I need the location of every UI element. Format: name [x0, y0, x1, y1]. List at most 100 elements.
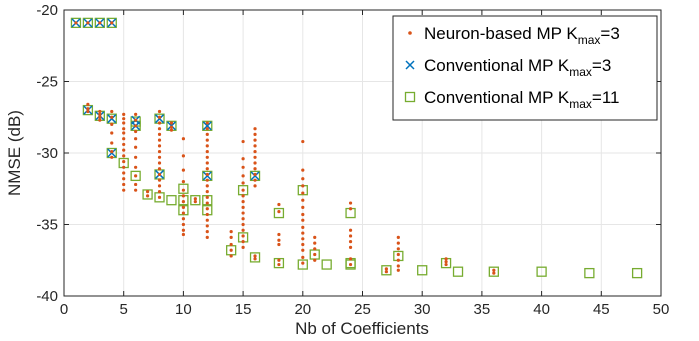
legend-text-subscript: max	[569, 65, 592, 79]
neuron-mp-k3-point	[86, 102, 90, 106]
neuron-mp-k3-point	[157, 121, 162, 125]
neuron-mp-k3-point	[241, 217, 245, 221]
legend-text-suffix: =11	[592, 88, 620, 107]
neuron-mp-k3-point	[241, 174, 245, 178]
neuron-mp-k3-point	[253, 167, 257, 171]
neuron-mp-k3-point	[241, 245, 245, 249]
neuron-mp-k3-point	[301, 212, 305, 217]
neuron-mp-k3-point	[277, 210, 281, 214]
x-tick-label: 45	[593, 301, 610, 318]
neuron-mp-k3-point	[348, 201, 353, 205]
conventional-mp-k11-point	[297, 259, 308, 270]
neuron-mp-k3-point	[157, 172, 162, 177]
neuron-mp-k3-point	[205, 127, 209, 131]
neuron-mp-k3-point	[241, 165, 245, 169]
conventional-mp-k11-point	[94, 17, 105, 29]
neuron-mp-k3-point	[122, 142, 126, 147]
neuron-mp-k3-point	[181, 222, 185, 227]
neuron-mp-k3-point	[205, 121, 209, 125]
legend-text-suffix: =3	[592, 56, 611, 75]
x-tick-label: 40	[533, 301, 550, 318]
conventional-mp-k3-point	[202, 121, 212, 131]
neuron-mp-k3-point	[492, 271, 496, 275]
conventional-mp-k11-point	[536, 266, 547, 277]
neuron-mp-k3-point	[145, 190, 150, 194]
neuron-mp-k3-point	[134, 137, 138, 141]
neuron-mp-k3-point	[122, 148, 126, 152]
neuron-mp-k3-point	[110, 109, 114, 114]
neuron-mp-k3-point	[241, 240, 245, 244]
neuron-mp-k3-point	[396, 241, 400, 245]
neuron-mp-k3-point	[122, 159, 126, 164]
neuron-mp-k3-point	[205, 161, 209, 165]
neuron-mp-k3-point	[181, 168, 185, 172]
neuron-mp-k3-point	[110, 21, 114, 25]
neuron-mp-k3-point	[229, 242, 233, 247]
neuron-mp-k3-point	[98, 115, 102, 119]
neuron-mp-k3-point	[229, 254, 233, 258]
x-tick-label: 5	[120, 301, 128, 318]
neuron-mp-k3-point	[313, 252, 317, 257]
neuron-mp-k3-point	[277, 258, 281, 262]
neuron-mp-k3-point	[396, 235, 400, 239]
neuron-mp-k3-point	[396, 268, 400, 272]
neuron-mp-k3-point	[122, 131, 126, 135]
neuron-mp-k3-point	[301, 248, 305, 252]
neuron-mp-k3-point	[229, 248, 233, 252]
neuron-mp-k3-point	[181, 211, 185, 215]
neuron-mp-k3-point	[169, 125, 174, 129]
y-tick-label: -30	[36, 145, 58, 162]
neuron-mp-k3-point	[205, 201, 209, 205]
conventional-mp-k11-point	[249, 252, 261, 263]
neuron-mp-k3-point	[301, 237, 305, 241]
neuron-mp-k3-point	[157, 138, 162, 142]
y-tick-label: -25	[36, 74, 58, 91]
neuron-mp-k3-point	[229, 235, 233, 239]
legend-entry-label: Conventional MP Kmax=11	[424, 88, 619, 111]
neuron-mp-k3-point	[134, 165, 138, 169]
neuron-mp-k3-point	[277, 238, 281, 242]
neuron-mp-k3-point	[122, 127, 126, 131]
legend-text-subscript: max	[578, 33, 601, 47]
neuron-mp-k3-point	[205, 195, 209, 199]
neuron-mp-k3-point	[253, 178, 257, 182]
legend-marker-square	[404, 91, 416, 103]
neuron-mp-k3-point	[205, 178, 209, 182]
neuron-mp-k3-point	[205, 149, 209, 154]
neuron-mp-k3-point	[241, 139, 245, 144]
neuron-mp-k3-point	[110, 131, 114, 135]
conventional-mp-k11-point	[273, 257, 285, 269]
neuron-mp-k3-point	[301, 261, 305, 265]
y-axis-label: NMSE (dB)	[5, 110, 24, 196]
neuron-mp-k3-point	[181, 180, 185, 184]
neuron-mp-k3-point	[348, 257, 353, 261]
neuron-mp-k3-point	[241, 222, 245, 227]
neuron-mp-k3-point	[444, 262, 448, 267]
neuron-mp-k3-point	[157, 184, 162, 188]
neuron-mp-k3-point	[348, 262, 353, 267]
neuron-mp-k3-point	[122, 112, 126, 116]
conventional-mp-k11-point	[488, 266, 499, 277]
neuron-mp-k3-point	[241, 188, 245, 192]
neuron-mp-k3-point	[384, 267, 388, 271]
x-tick-label: 0	[60, 301, 68, 318]
conventional-mp-k11-point	[142, 189, 153, 200]
neuron-mp-k3-point	[205, 155, 209, 159]
neuron-mp-k3-point	[277, 202, 281, 207]
legend-text-prefix: Conventional MP K	[424, 88, 570, 107]
neuron-mp-k3-point	[181, 217, 185, 221]
neuron-mp-k3-point	[253, 155, 257, 159]
neuron-mp-k3-point	[134, 182, 138, 187]
neuron-mp-k3-point	[122, 117, 126, 121]
neuron-mp-k3-point	[134, 145, 138, 149]
neuron-mp-k3-point	[98, 112, 102, 116]
neuron-mp-k3-point	[110, 155, 114, 159]
neuron-mp-k3-point	[193, 200, 197, 204]
neuron-mp-k3-point	[205, 235, 209, 239]
neuron-mp-k3-point	[444, 260, 448, 264]
x-tick-label: 25	[354, 301, 371, 318]
neuron-mp-k3-point	[241, 200, 245, 204]
neuron-mp-k3-point	[241, 211, 245, 215]
neuron-mp-k3-point	[253, 132, 257, 137]
